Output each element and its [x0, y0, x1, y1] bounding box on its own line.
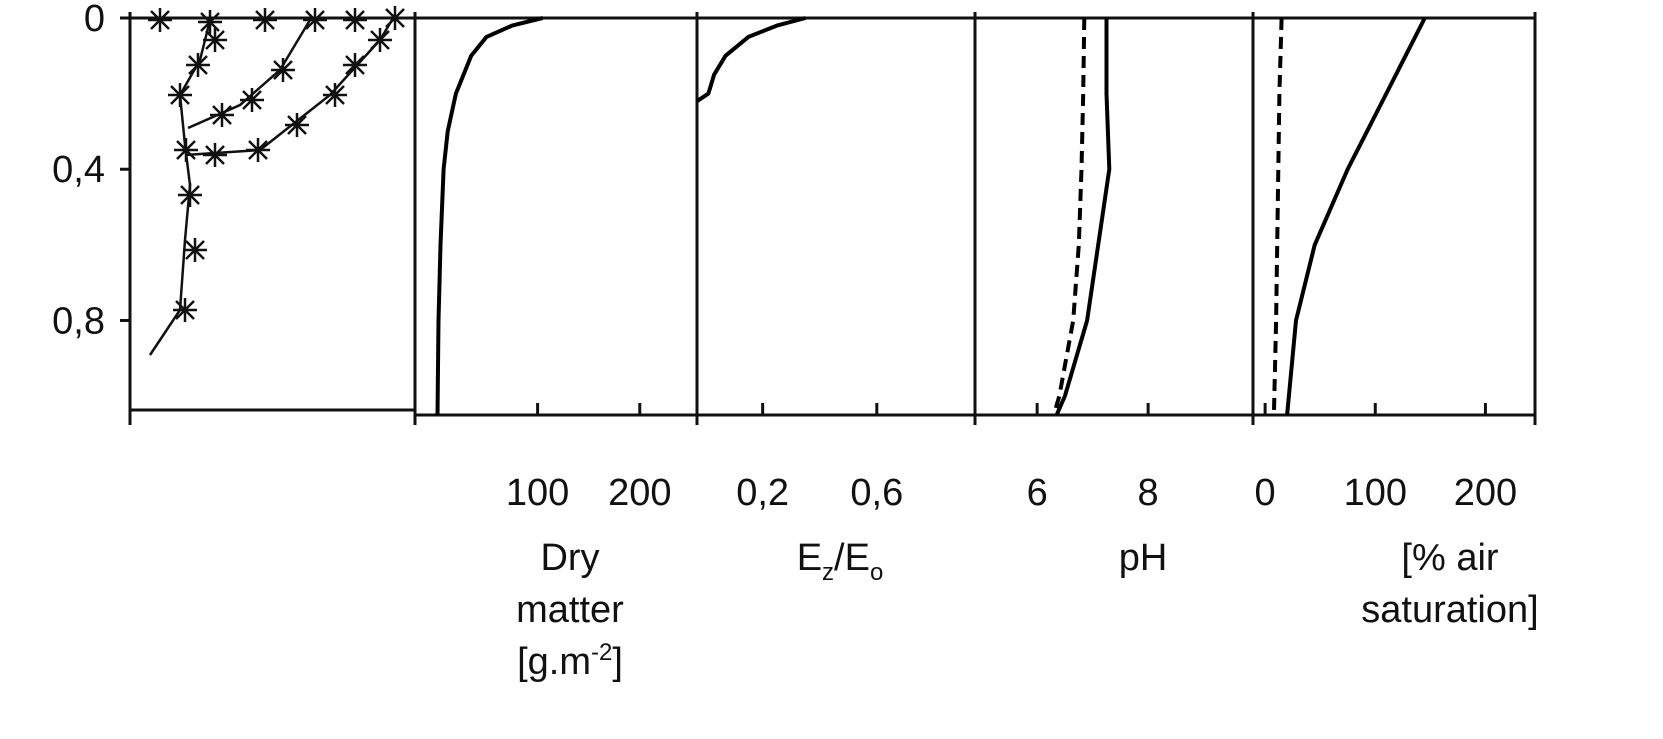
profile-line: [1271, 17, 1284, 416]
profile-line: [1285, 17, 1427, 416]
x-axis-label: [% air: [1401, 537, 1498, 579]
profile-line: [1051, 17, 1087, 416]
x-axis-label: matter: [516, 589, 624, 631]
x-tick-label: 8: [1138, 472, 1159, 514]
x-axis-label-part: /E: [834, 537, 870, 579]
frame: [128, 12, 1537, 425]
x-axis-label: Dry: [540, 537, 599, 579]
x-axis-label-part: [g.m: [517, 641, 591, 683]
x-axis-label: saturation]: [1361, 589, 1538, 631]
x-tick-label: 0: [1255, 472, 1276, 514]
x-axis-label-sup: -2: [591, 639, 612, 666]
profile-line: [695, 16, 807, 103]
x-tick-label: 200: [1454, 472, 1517, 514]
x-axis-label-sub: z: [822, 559, 834, 586]
x-axis-label-part: ]: [612, 641, 623, 683]
y-tick-label: 0,4: [52, 149, 105, 191]
x-tick-label: 0,6: [850, 472, 903, 514]
x-axis-label: pH: [1119, 537, 1168, 579]
x-axis-label-part: E: [797, 537, 822, 579]
x-tick-label: 100: [506, 472, 569, 514]
x-tick-label: 200: [608, 472, 671, 514]
x-tick-label: 6: [1027, 472, 1048, 514]
x-axis-label: Ez/Eo: [797, 537, 884, 586]
x-tick-label: 0,2: [736, 472, 789, 514]
x-axis-label-sub: o: [870, 559, 883, 586]
profile-line: [1054, 18, 1112, 416]
plant-drawing: [146, 4, 409, 356]
x-tick-label: 100: [1344, 472, 1407, 514]
y-tick-label: 0,8: [52, 300, 105, 342]
y-tick-label: 0: [84, 0, 105, 40]
x-axis-label: [g.m-2]: [517, 639, 623, 683]
profile-line: [435, 16, 544, 416]
